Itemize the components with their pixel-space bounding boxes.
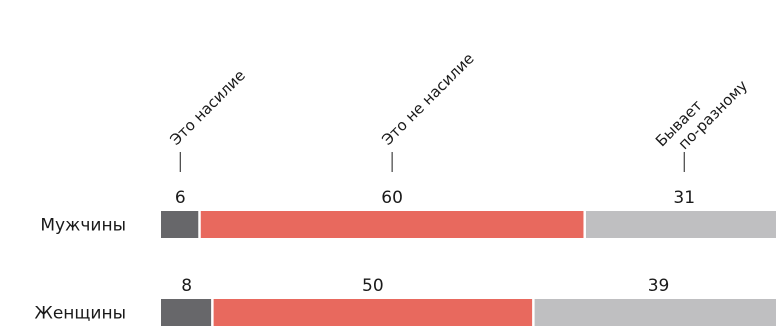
bar-segment <box>585 211 776 238</box>
bar-segment <box>200 211 584 238</box>
legend-entry: Это насилие <box>166 66 249 172</box>
category-label: Женщины <box>35 304 126 324</box>
bar-segment <box>534 299 776 326</box>
bar-segment <box>161 211 199 238</box>
legend-entry: Бываетпо-разному <box>652 64 751 172</box>
value-label: 39 <box>648 276 670 296</box>
bars-area: Мужчины 6 60 31 Женщины 8 50 39 <box>35 188 776 326</box>
bar-segment <box>213 299 533 326</box>
legend-label: Бываетпо-разному <box>652 64 751 163</box>
bar-row: Мужчины 6 60 31 <box>40 188 776 238</box>
value-label: 60 <box>381 188 403 208</box>
value-label: 31 <box>673 188 695 208</box>
legend-label: Это насилие <box>166 66 249 149</box>
bar-segment <box>161 299 212 326</box>
value-label: 50 <box>362 276 384 296</box>
category-label: Мужчины <box>40 216 126 236</box>
legend-label: Это не насилие <box>378 49 477 148</box>
value-label: 6 <box>175 188 186 208</box>
legend-entry: Это не насилие <box>378 49 478 172</box>
value-label: 8 <box>181 276 192 296</box>
legend: Это насилие Это не насилие Бываетпо-разном… <box>166 49 751 172</box>
bar-row: Женщины 8 50 39 <box>35 276 776 326</box>
